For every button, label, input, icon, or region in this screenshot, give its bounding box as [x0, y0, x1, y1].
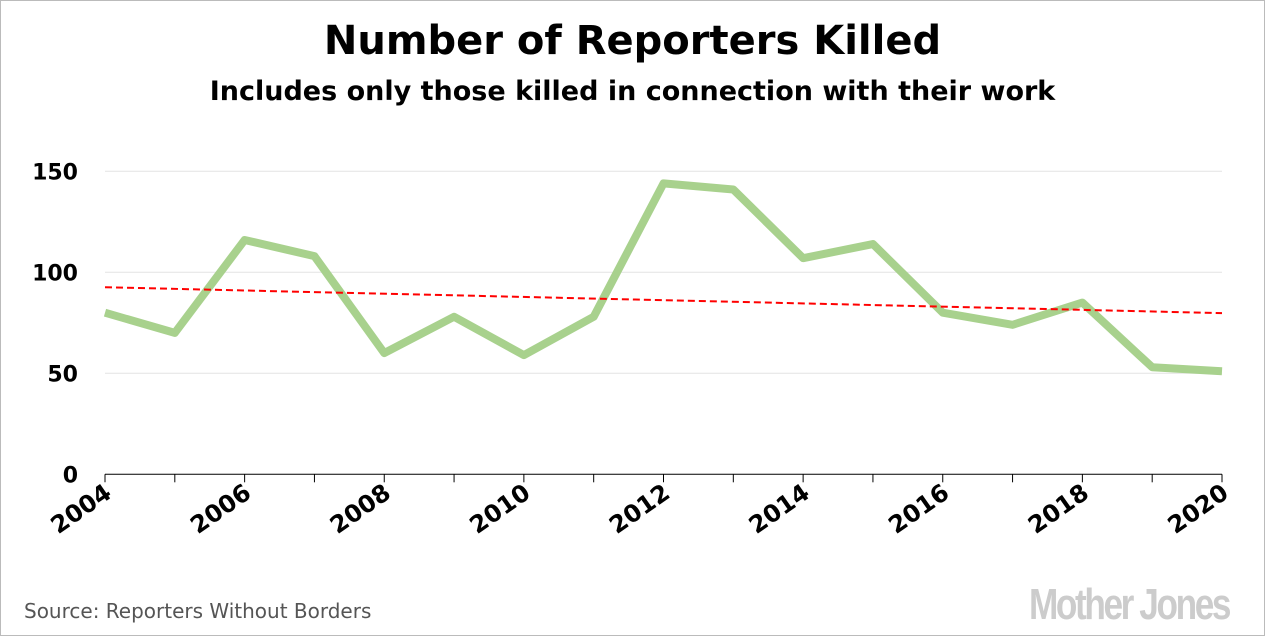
x-tick-label: 2018: [1023, 478, 1094, 539]
data-line: [103, 179, 1223, 376]
source-note: Source: Reporters Without Borders: [24, 599, 372, 623]
chart-subtitle: Includes only those killed in connection…: [209, 76, 1056, 107]
x-tick-label: 2004: [46, 478, 117, 539]
x-tick-label: 2012: [604, 478, 675, 539]
y-tick-label: 150: [32, 160, 78, 185]
x-tick-label: 2006: [185, 478, 256, 539]
x-tick-label: 2016: [883, 478, 954, 539]
y-tick-label: 50: [47, 362, 78, 387]
mother-jones-logo: Mother Jones: [1028, 580, 1231, 629]
chart-title: Number of Reporters Killed: [323, 18, 942, 64]
x-tick-label: 2014: [744, 478, 815, 539]
x-tick-label: 2020: [1163, 478, 1234, 539]
y-tick-label: 0: [63, 463, 78, 488]
x-tick-label: 2010: [465, 478, 536, 539]
x-tick-label: 2008: [325, 478, 396, 539]
trend-line: [104, 286, 1223, 315]
y-tick-label: 100: [32, 261, 78, 286]
